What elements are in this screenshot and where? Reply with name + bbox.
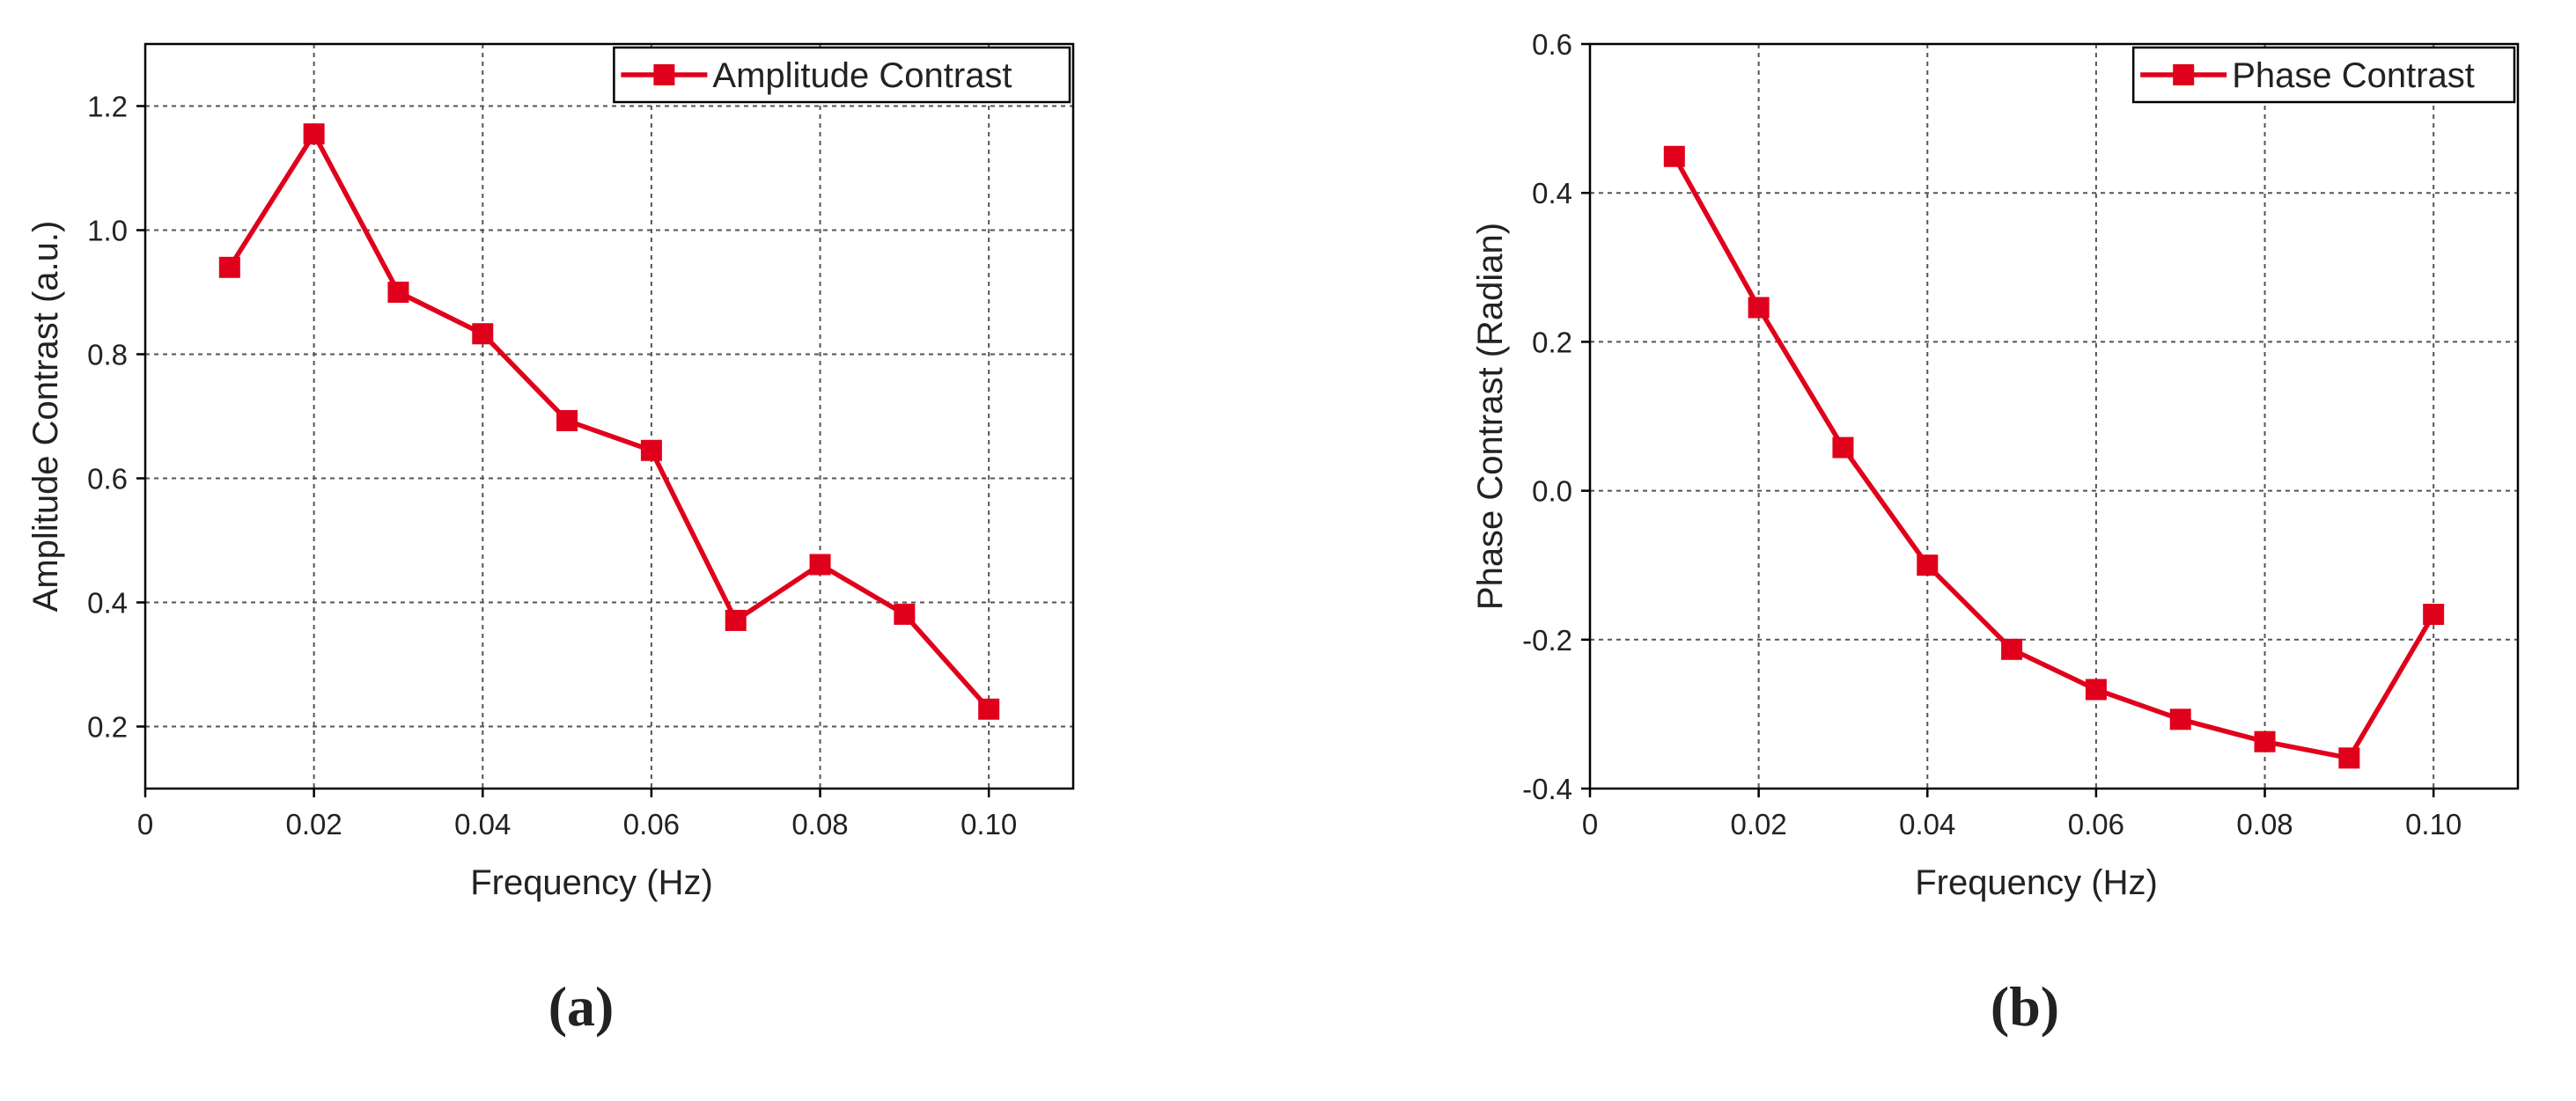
data-point: [2338, 747, 2360, 769]
x-axis-label: Frequency (Hz): [1915, 863, 2158, 902]
legend: Amplitude Contrast: [613, 46, 1071, 104]
x-tick-label: 0.06: [623, 808, 680, 840]
y-tick-label: 0.4: [1532, 177, 1572, 209]
x-tick-label: 0.08: [791, 808, 848, 840]
x-tick-label: 0.04: [454, 808, 511, 840]
x-tick-label: 0: [1582, 808, 1598, 840]
y-tick-label: 0.6: [87, 463, 128, 495]
data-point: [303, 123, 325, 145]
y-tick-label: 0.4: [87, 587, 128, 620]
legend-marker: [653, 64, 675, 85]
data-point: [2254, 730, 2276, 752]
data-point: [2169, 708, 2191, 730]
plot-frame: [1588, 42, 2520, 790]
series-line: [1672, 155, 2436, 761]
y-tick-label: 1.2: [87, 91, 128, 123]
y-tick-label: 0.6: [1532, 28, 1572, 61]
legend-label: Amplitude Contrast: [712, 56, 1012, 95]
x-axis-label: Frequency (Hz): [470, 863, 713, 902]
y-tick-label: 0.2: [87, 711, 128, 744]
x-tick-label: 0.08: [2236, 808, 2293, 840]
plot-frame: [144, 42, 1075, 790]
chart-b: 0 0.02 0.04 0.06 0.08 0.10 -0.4 -0.2 0.0 0.2 0.4 0.…: [1471, 28, 2520, 1038]
data-point: [2423, 604, 2445, 626]
legend-marker: [2173, 64, 2195, 85]
data-point: [218, 256, 240, 278]
y-tick-label: 0.2: [1532, 326, 1572, 358]
data-point: [1748, 297, 1770, 319]
data-point: [809, 554, 831, 576]
x-tick-label: 0.02: [1731, 808, 1787, 840]
y-tick-label: -0.2: [1522, 624, 1572, 657]
data-point: [1917, 554, 1939, 576]
data-point: [894, 603, 916, 625]
y-tick-label: 0.8: [87, 339, 128, 371]
y-tick-label: -0.4: [1522, 773, 1572, 805]
x-tick-label: 0.04: [1899, 808, 1955, 840]
y-axis-label: Amplitude Contrast (a.u.): [26, 221, 65, 613]
panel-label: (b): [1991, 975, 2059, 1038]
y-tick-label: 0.0: [1532, 475, 1572, 508]
data-point: [978, 698, 1000, 720]
data-point: [640, 439, 662, 461]
x-tick-label: 0.06: [2068, 808, 2124, 840]
data-point: [725, 609, 747, 631]
legend: Phase Contrast: [2131, 46, 2516, 104]
x-tick-label: 0.02: [286, 808, 342, 840]
data-point: [387, 282, 409, 303]
x-tick-label: 0.10: [960, 808, 1017, 840]
data-point: [1832, 437, 1854, 459]
chart-a: 0 0.02 0.04 0.06 0.08 0.10 0.2 0.4 0.6 0.8 1.0 1.2 F…: [26, 42, 1075, 1038]
data-point: [2001, 638, 2023, 660]
panel-label: (a): [548, 975, 615, 1038]
legend-label: Phase Contrast: [2232, 56, 2475, 95]
data-point: [1663, 145, 1685, 167]
data-point: [2085, 679, 2107, 701]
data-point: [472, 323, 494, 345]
x-tick-label: 0.10: [2405, 808, 2462, 840]
x-tick-label: 0: [137, 808, 153, 840]
data-point: [556, 409, 578, 431]
y-axis-label: Phase Contrast (Radian): [1471, 223, 1510, 610]
y-tick-label: 1.0: [87, 215, 128, 247]
series-line: [227, 131, 991, 711]
